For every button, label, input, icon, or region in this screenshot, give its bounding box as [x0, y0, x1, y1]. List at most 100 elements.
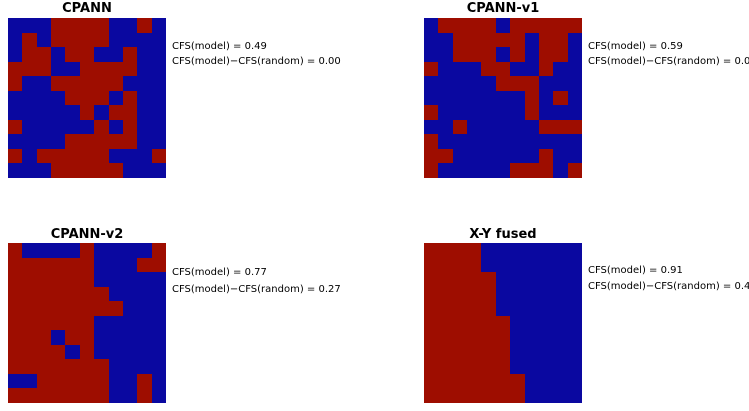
heatmap-cell — [438, 90, 453, 106]
heatmap-cell — [510, 388, 525, 403]
heatmap-cell — [467, 148, 482, 164]
heatmap-cell — [137, 148, 152, 164]
heatmap-cell — [94, 119, 109, 135]
heatmap-cell — [94, 105, 109, 120]
heatmap-cell — [65, 243, 80, 258]
heatmap-cell — [481, 148, 496, 164]
heatmap-cell — [538, 388, 554, 403]
heatmap-cell — [438, 163, 453, 178]
heatmap-cell — [51, 301, 66, 316]
heatmap-cell — [79, 119, 95, 135]
heatmap-cell — [22, 105, 37, 120]
heatmap-cell — [524, 105, 539, 120]
heatmap-cell — [94, 388, 109, 403]
heatmap-cell — [524, 90, 539, 106]
heatmap-cell — [137, 373, 152, 389]
heatmap-cell — [452, 134, 468, 149]
heatmap-cell — [122, 32, 138, 48]
heatmap-cell — [495, 272, 511, 287]
heatmap-cell — [553, 315, 568, 331]
heatmap-cell — [553, 90, 568, 106]
heatmap-cell — [538, 105, 554, 120]
heatmap-cell — [108, 330, 123, 345]
heatmap-cell — [151, 373, 166, 389]
heatmap-cell — [452, 105, 468, 120]
heatmap-cell — [424, 18, 439, 33]
heatmap-cell — [94, 315, 109, 331]
heatmap-cell — [137, 257, 152, 273]
heatmap-cell — [553, 61, 568, 77]
heatmap-cell — [424, 315, 439, 331]
heatmap-cell — [481, 76, 496, 91]
heatmap-cell — [495, 257, 511, 273]
heatmap-cell — [51, 18, 66, 33]
heatmap-cell — [553, 388, 568, 403]
heatmap-cell — [122, 90, 138, 106]
heatmap-cell — [94, 330, 109, 345]
heatmap-cell — [22, 134, 37, 149]
heatmap-cell — [481, 388, 496, 403]
heatmap-cell — [567, 388, 582, 403]
heatmap-cell — [108, 272, 123, 287]
heatmap-cell — [79, 47, 95, 62]
heatmap-cell — [51, 32, 66, 48]
heatmap-cell — [467, 61, 482, 77]
heatmap-cell — [452, 330, 468, 345]
heatmap-cell — [137, 61, 152, 77]
heatmap-cell — [467, 388, 482, 403]
heatmap-cell — [94, 148, 109, 164]
heatmap-cell — [467, 90, 482, 106]
heatmap-cell — [79, 243, 95, 258]
heatmap-cell — [94, 90, 109, 106]
heatmap-cell — [538, 163, 554, 178]
heatmap-cell — [122, 388, 138, 403]
heatmap-cell — [452, 286, 468, 302]
heatmap-cell — [137, 32, 152, 48]
heatmap-cell — [510, 163, 525, 178]
heatmap-cell — [424, 90, 439, 106]
heatmap-cell — [524, 243, 539, 258]
heatmap-cell — [65, 134, 80, 149]
heatmap-cell — [51, 61, 66, 77]
heatmap-cell — [151, 163, 166, 178]
heatmap-cell — [424, 286, 439, 302]
heatmap-grid — [424, 243, 582, 403]
heatmap-cell — [22, 76, 37, 91]
heatmap-cell — [151, 301, 166, 316]
heatmap-cell — [438, 301, 453, 316]
heatmap-cell — [467, 315, 482, 331]
heatmap-cell — [481, 301, 496, 316]
heatmap-cell — [452, 272, 468, 287]
heatmap-cell — [467, 344, 482, 360]
heatmap-cell — [8, 272, 23, 287]
heatmap-cell — [65, 18, 80, 33]
heatmap-cell — [151, 47, 166, 62]
heatmap-cell — [538, 344, 554, 360]
heatmap-cell — [8, 76, 23, 91]
heatmap-cell — [108, 344, 123, 360]
heatmap-cell — [22, 286, 37, 302]
heatmap-cell — [481, 330, 496, 345]
heatmap-cell — [122, 134, 138, 149]
heatmap-cell — [510, 315, 525, 331]
heatmap-cell — [438, 47, 453, 62]
heatmap-cell — [122, 18, 138, 33]
heatmap-cell — [8, 61, 23, 77]
heatmap-cell — [108, 119, 123, 135]
heatmap-cell — [452, 315, 468, 331]
heatmap-cell — [51, 388, 66, 403]
heatmap-cell — [553, 32, 568, 48]
heatmap-cell — [51, 119, 66, 135]
heatmap-cell — [424, 163, 439, 178]
heatmap-cell — [122, 315, 138, 331]
heatmap-cell — [495, 373, 511, 389]
cfs-model-label: CFS(model) = 0.77 — [172, 267, 267, 278]
heatmap-cell — [538, 148, 554, 164]
heatmap-cell — [495, 344, 511, 360]
heatmap-cell — [467, 243, 482, 258]
heatmap-cell — [553, 163, 568, 178]
heatmap-cell — [108, 315, 123, 331]
heatmap-cell — [22, 373, 37, 389]
heatmap-cell — [495, 286, 511, 302]
heatmap-cell — [108, 32, 123, 48]
